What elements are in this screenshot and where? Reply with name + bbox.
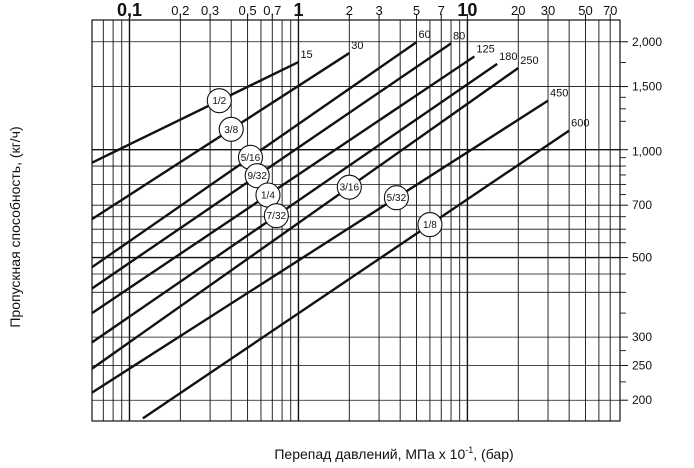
orifice-label: 9/32 <box>247 171 267 182</box>
x-tick-label: 0,1 <box>117 0 142 20</box>
x-tick-labels: 0,1 0,2 0,3 0,5 0,7 1 2 3 5 7 10 20 30 50 70 <box>117 0 617 20</box>
y-tick-labels: 2,000 1,500 1,000 700 500 300 250 200 <box>620 35 662 407</box>
orifice-label: 7/32 <box>267 211 287 222</box>
x-axis-label-main: Перепад давлений, МПа х 10 <box>274 446 465 462</box>
orifice-marker <box>244 163 270 189</box>
marker-layer: 15 1/2 30 3/8 60 5/16 80 9/32 125 1/4 180 7/32 250 3/… <box>206 29 589 238</box>
x-tick-label: 1 <box>293 0 303 20</box>
flow-label: 15 <box>300 49 312 61</box>
orifice-line <box>91 61 299 164</box>
orifice-marker <box>206 88 232 114</box>
series-layer <box>91 41 570 420</box>
y-tick-label: 500 <box>632 251 652 265</box>
orifice-marker <box>383 185 409 211</box>
orifice-line <box>91 42 452 290</box>
orifice-label: 5/32 <box>387 193 407 204</box>
orifice-marker <box>218 116 244 142</box>
flow-label: 80 <box>453 30 465 42</box>
y-axis-label: Пропускная способность, (кг/ч) <box>7 126 23 327</box>
x-tick-label: 0,3 <box>201 3 219 18</box>
orifice-line <box>91 66 519 370</box>
orifice-marker <box>336 174 362 200</box>
orifice-label: 3/16 <box>340 183 360 194</box>
y-tick-label: 200 <box>632 393 652 407</box>
x-tick-label: 3 <box>375 3 382 18</box>
flow-label: 30 <box>351 40 363 52</box>
flow-label: 250 <box>520 55 538 67</box>
flow-label: 450 <box>550 88 568 100</box>
y-tick-label: 1,000 <box>632 145 662 159</box>
grid-layer <box>91 20 626 421</box>
flow-label: 600 <box>571 118 589 130</box>
flow-label: 180 <box>499 51 517 63</box>
flow-label: 60 <box>419 29 431 41</box>
x-tick-label: 0,7 <box>263 3 281 18</box>
x-axis-label: Перепад давлений, МПа х 10-1, (бар) <box>274 445 513 462</box>
orifice-line <box>91 52 350 221</box>
orifice-label: 1/2 <box>212 96 226 107</box>
orifice-line <box>91 62 498 344</box>
y-tick-label: 700 <box>632 198 652 212</box>
x-tick-label: 5 <box>413 3 420 18</box>
x-tick-label: 7 <box>438 3 445 18</box>
orifice-line <box>142 129 570 420</box>
flow-label: 125 <box>476 43 494 55</box>
x-tick-label: 30 <box>541 3 555 18</box>
y-tick-label: 2,000 <box>632 35 662 49</box>
y-tick-label: 1,500 <box>632 80 662 94</box>
orifice-marker <box>263 203 289 229</box>
orifice-line <box>91 55 476 315</box>
orifice-label: 1/8 <box>423 220 437 231</box>
orifice-label: 5/16 <box>241 153 261 164</box>
x-tick-label: 0,2 <box>171 3 189 18</box>
y-tick-label: 250 <box>632 358 652 372</box>
orifice-label: 1/4 <box>261 190 275 201</box>
orifice-label: 3/8 <box>224 125 238 136</box>
orifice-line <box>91 99 549 394</box>
x-axis-label-exponent: -1 <box>465 445 473 455</box>
y-tick-label: 300 <box>632 330 652 344</box>
x-tick-label: 10 <box>457 0 477 20</box>
x-tick-label: 0,5 <box>239 3 257 18</box>
x-axis-label-unit: , (бар) <box>473 446 513 462</box>
x-tick-label: 50 <box>578 3 592 18</box>
x-tick-label: 2 <box>346 3 353 18</box>
orifice-marker <box>417 212 443 238</box>
x-tick-label: 70 <box>603 3 617 18</box>
x-tick-label: 20 <box>511 3 525 18</box>
plot-frame <box>91 19 621 422</box>
